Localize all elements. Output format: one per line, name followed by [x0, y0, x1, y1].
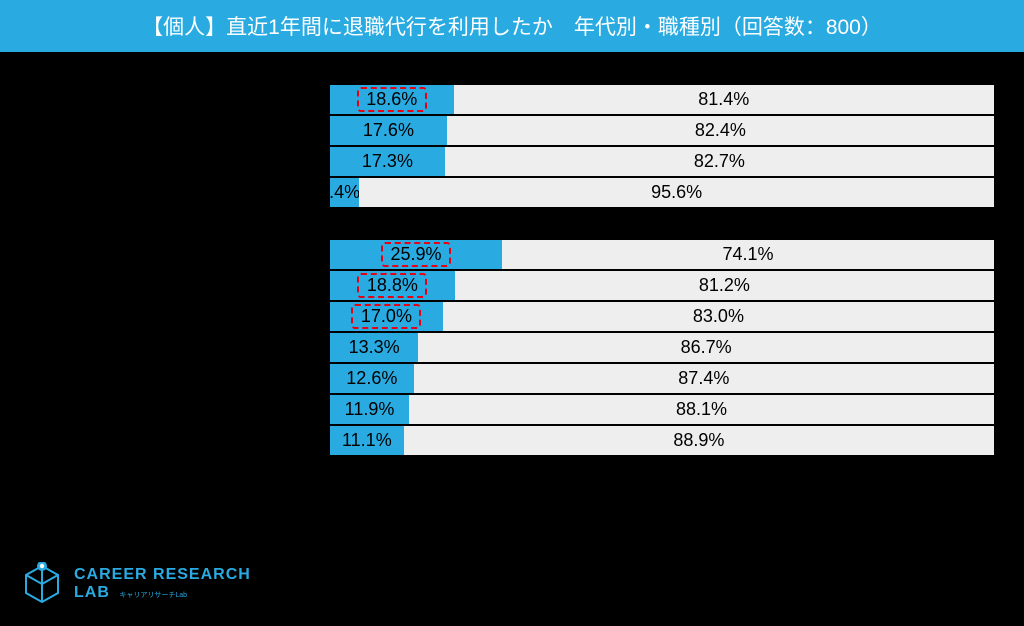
cube-icon — [20, 562, 64, 606]
bar-segment-yes: .4% — [330, 178, 359, 207]
bar-row: 11.1% 88.9% — [330, 426, 994, 457]
bar-segment-no: 88.9% — [404, 426, 994, 455]
bar-segment-no: 82.4% — [447, 116, 994, 145]
bar-segment-yes: 17.0% — [330, 302, 443, 331]
value-label: 17.6% — [363, 120, 414, 141]
bar-segment-yes: 12.6% — [330, 364, 414, 393]
value-label: 11.9% — [345, 399, 395, 420]
value-label: 11.1% — [342, 430, 392, 451]
value-label: 17.3% — [362, 151, 413, 172]
bar-segment-yes: 17.3% — [330, 147, 445, 176]
logo-line2: LAB — [74, 584, 110, 601]
value-label: 87.4% — [678, 368, 729, 389]
bar-segment-no: 86.7% — [418, 333, 994, 362]
value-label: 88.9% — [673, 430, 724, 451]
value-label: 18.8% — [367, 275, 418, 296]
value-label: 86.7% — [681, 337, 732, 358]
logo-line1: CAREER RESEARCH — [74, 566, 251, 584]
value-label: 74.1% — [722, 244, 773, 265]
logo-sub: キャリアリサーチLab — [119, 592, 187, 599]
bar-segment-no: 74.1% — [502, 240, 994, 269]
bar-segment-yes: 13.3% — [330, 333, 418, 362]
value-label: .4% — [329, 182, 360, 203]
bar-segment-no: 82.7% — [445, 147, 994, 176]
chart-title: 【個人】直近1年間に退職代行を利用したか 年代別・職種別（回答数：800） — [0, 0, 1024, 52]
logo: CAREER RESEARCH LAB キャリアリサーチLab — [20, 562, 251, 606]
bar-segment-yes: 11.1% — [330, 426, 404, 455]
bar-row: 18.8% 81.2% — [330, 271, 994, 302]
value-label: 81.2% — [699, 275, 750, 296]
value-label: 12.6% — [346, 368, 397, 389]
bar-segment-yes: 18.8% — [330, 271, 455, 300]
value-label: 18.6% — [366, 89, 417, 110]
value-label: 17.0% — [361, 306, 412, 327]
bar-row: 11.9% 88.1% — [330, 395, 994, 426]
value-label: 82.4% — [695, 120, 746, 141]
logo-text: CAREER RESEARCH LAB キャリアリサーチLab — [74, 566, 251, 601]
value-label: 82.7% — [694, 151, 745, 172]
bar-segment-no: 83.0% — [443, 302, 994, 331]
bar-row: 17.6% 82.4% — [330, 116, 994, 147]
bar-row: 13.3% 86.7% — [330, 333, 994, 364]
bar-segment-no: 81.2% — [455, 271, 994, 300]
bar-row: .4% 95.6% — [330, 178, 994, 209]
bar-segment-no: 95.6% — [359, 178, 994, 207]
bar-row: 17.0% 83.0% — [330, 302, 994, 333]
bar-segment-yes: 18.6% — [330, 85, 454, 114]
bar-row: 18.6% 81.4% — [330, 85, 994, 116]
bar-segment-yes: 17.6% — [330, 116, 447, 145]
bar-segment-yes: 25.9% — [330, 240, 502, 269]
bar-row: 12.6% 87.4% — [330, 364, 994, 395]
value-label: 81.4% — [698, 89, 749, 110]
chart-area: 18.6% 81.4% 17.6% 82.4% 17.3% 82.7% .4% 95.6% 25… — [330, 85, 994, 457]
bar-row: 17.3% 82.7% — [330, 147, 994, 178]
value-label: 25.9% — [390, 244, 441, 265]
value-label: 95.6% — [651, 182, 702, 203]
value-label: 13.3% — [349, 337, 400, 358]
bar-row: 25.9% 74.1% — [330, 240, 994, 271]
value-label: 88.1% — [676, 399, 727, 420]
bar-segment-no: 88.1% — [409, 395, 994, 424]
bar-segment-no: 81.4% — [454, 85, 994, 114]
bar-segment-no: 87.4% — [414, 364, 994, 393]
value-label: 83.0% — [693, 306, 744, 327]
bar-segment-yes: 11.9% — [330, 395, 409, 424]
